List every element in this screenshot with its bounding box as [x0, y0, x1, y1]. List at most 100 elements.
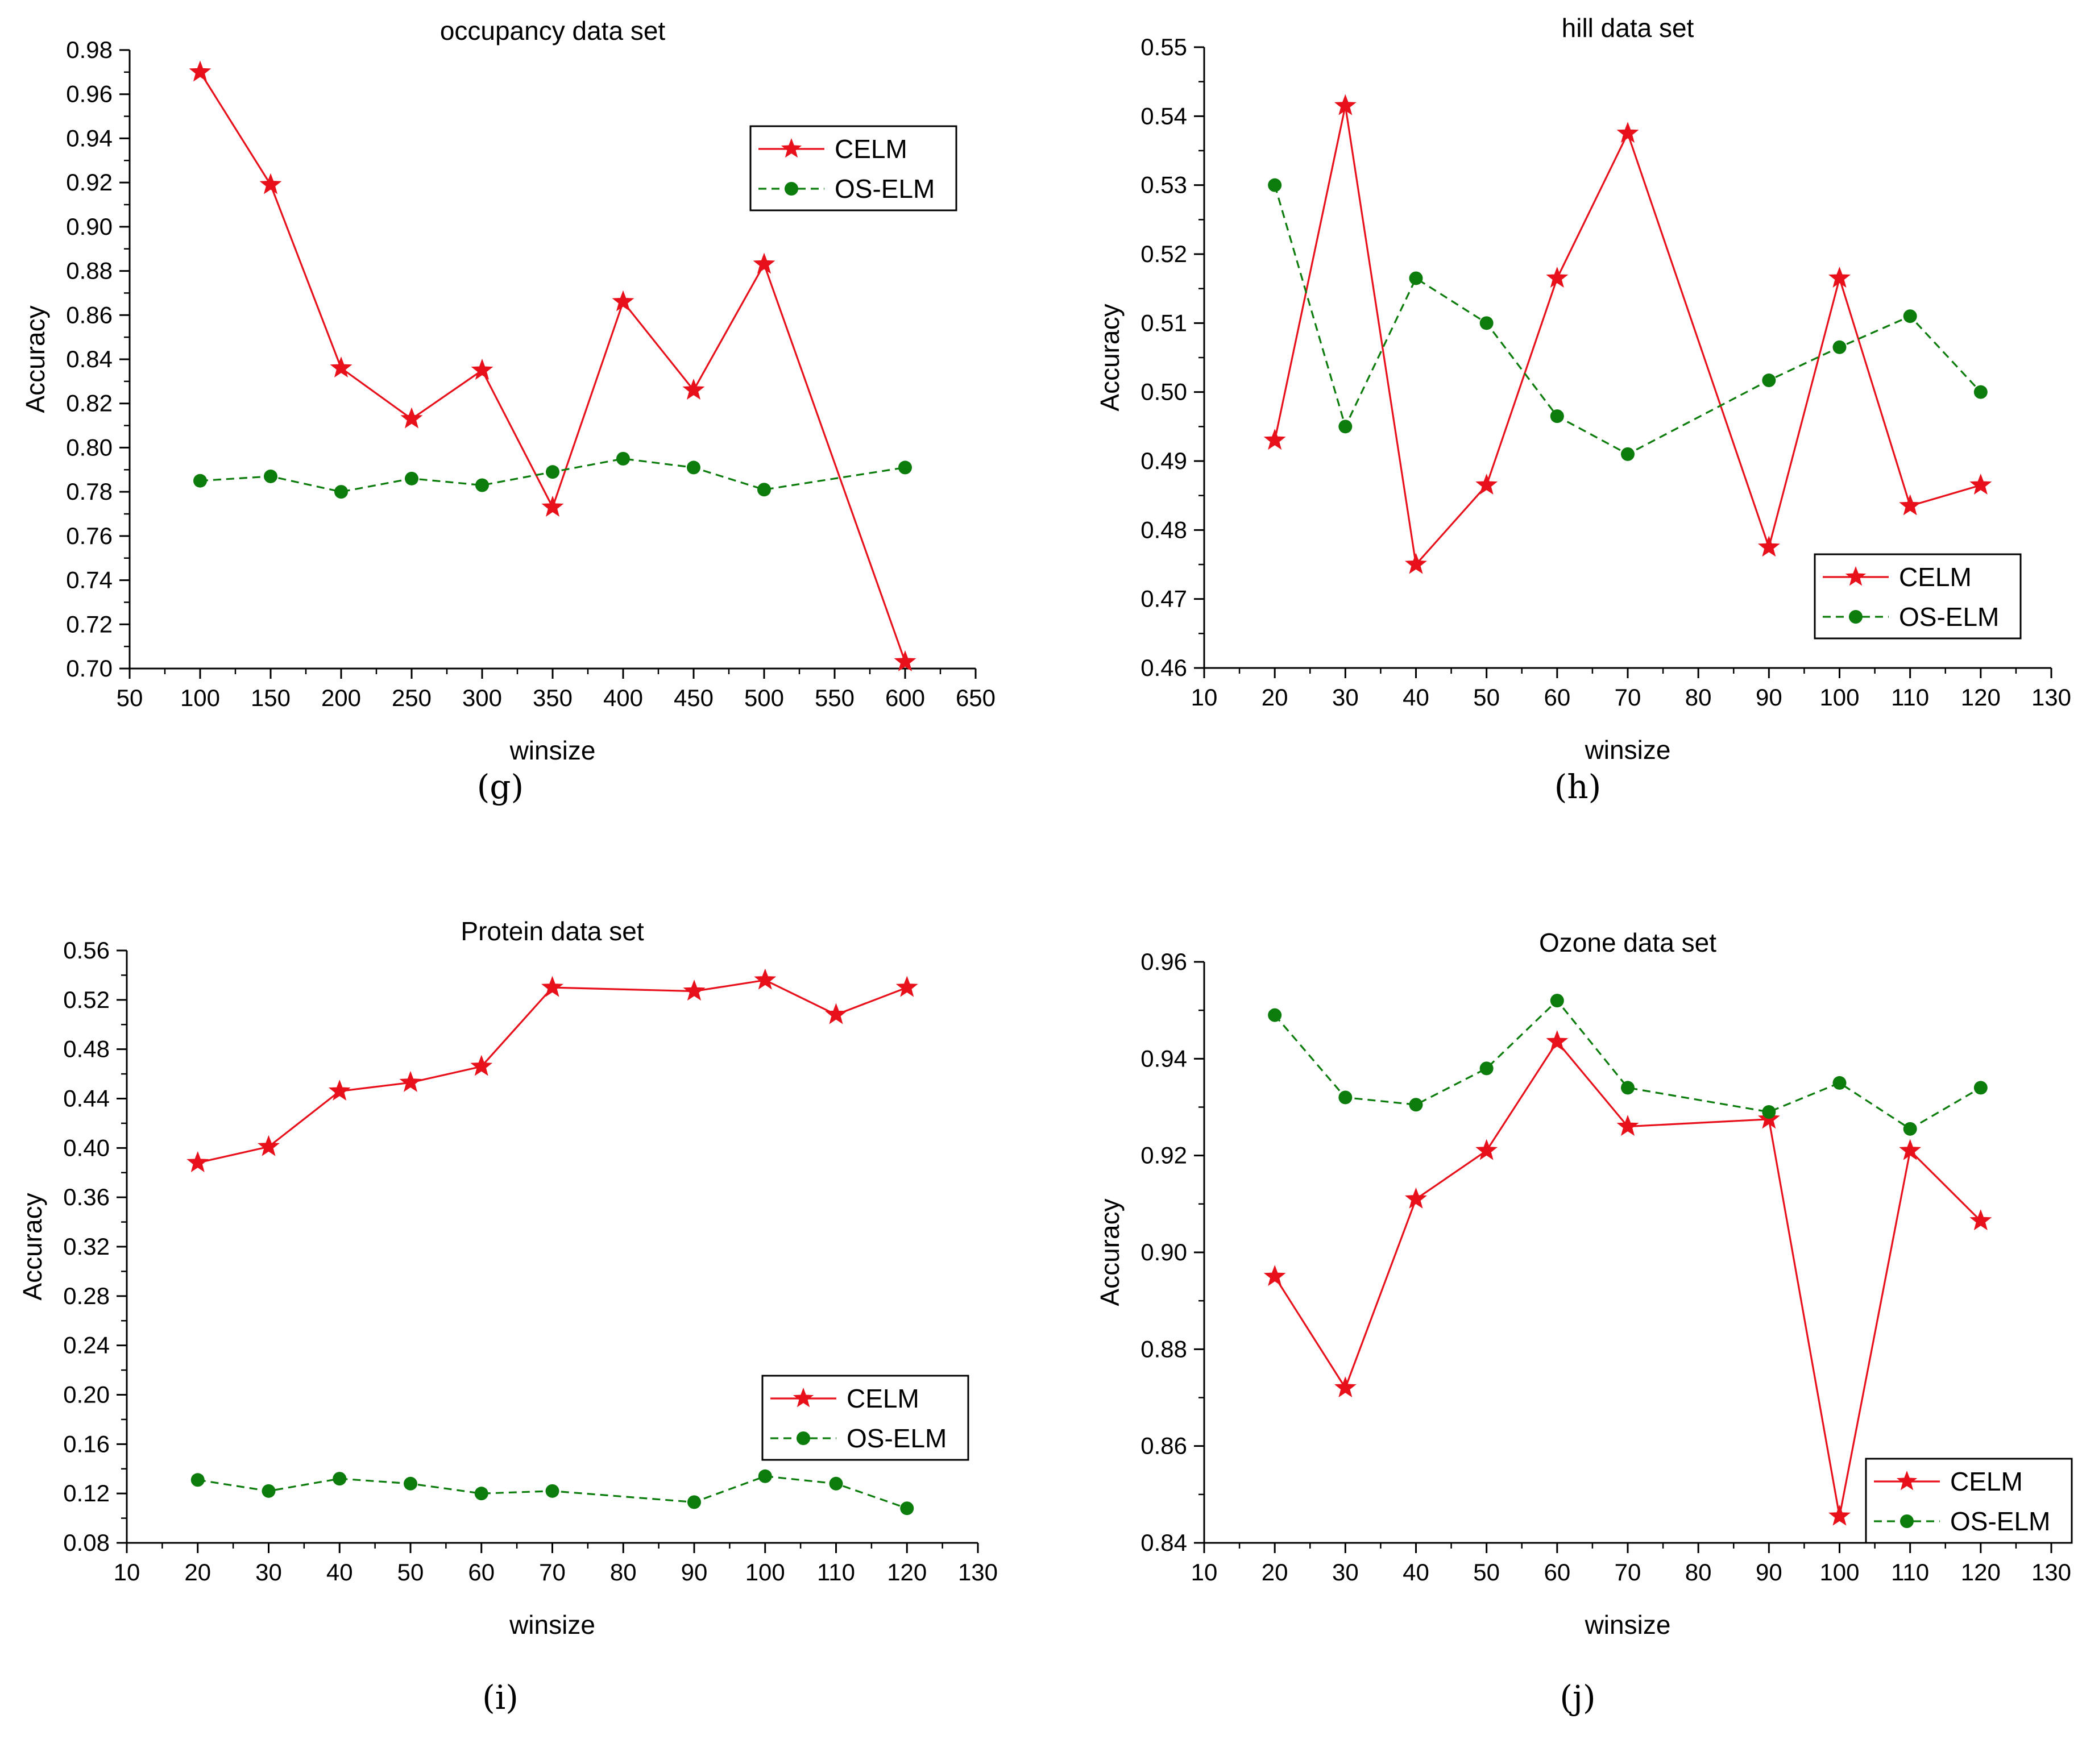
- celm-data-point: [754, 968, 777, 990]
- celm-data-point: [1334, 1376, 1357, 1397]
- legend-star-icon: [793, 1388, 814, 1408]
- y-tick-label: 0.40: [63, 1134, 110, 1161]
- y-tick-label: 0.92: [66, 169, 113, 196]
- x-tick-label: 80: [1685, 684, 1712, 711]
- y-tick-label: 0.53: [1140, 172, 1187, 198]
- oselm-series-line: [1274, 185, 1981, 455]
- legend-circle-icon: [797, 1431, 810, 1445]
- y-tick-label: 0.78: [66, 478, 113, 505]
- oselm-data-point: [1338, 420, 1353, 434]
- y-tick-label: 0.56: [63, 937, 110, 964]
- x-tick-label: 400: [603, 684, 643, 711]
- y-tick-label: 0.20: [63, 1381, 110, 1408]
- celm-data-point: [541, 976, 563, 997]
- x-tick-label: 50: [397, 1559, 424, 1585]
- y-tick-label: 0.84: [66, 346, 113, 372]
- x-tick-label: 350: [533, 684, 573, 711]
- x-tick-label: 120: [1961, 1559, 2001, 1585]
- legend-circle-icon: [785, 182, 798, 196]
- x-tick-label: 110: [817, 1559, 855, 1585]
- y-tick-label: 0.32: [63, 1233, 110, 1260]
- y-tick-label: 0.46: [1140, 654, 1187, 681]
- oselm-data-point: [757, 483, 771, 497]
- x-tick-label: 20: [1262, 1559, 1288, 1585]
- oselm-data-point: [1762, 1105, 1776, 1119]
- oselm-data-point: [1621, 1081, 1635, 1095]
- x-tick-label: 100: [1819, 684, 1859, 711]
- y-tick-label: 0.96: [66, 81, 113, 107]
- celm-data-point: [1828, 1504, 1851, 1526]
- oselm-data-point: [1762, 373, 1776, 388]
- y-tick-label: 0.90: [1140, 1239, 1187, 1265]
- x-tick-label: 100: [745, 1559, 785, 1585]
- panel-caption-j: (j): [1560, 1678, 1596, 1717]
- x-tick-label: 250: [392, 684, 432, 711]
- y-tick-label: 0.92: [1140, 1142, 1187, 1169]
- oselm-data-point: [1903, 1122, 1917, 1136]
- x-tick-label: 50: [1473, 1559, 1500, 1585]
- y-tick-label: 0.52: [1140, 240, 1187, 267]
- x-tick-label: 90: [681, 1559, 708, 1585]
- chart-title: hill data set: [1562, 13, 1694, 43]
- oselm-data-point: [334, 485, 348, 499]
- x-tick-label: 80: [1685, 1559, 1712, 1585]
- x-tick-label: 130: [2031, 684, 2071, 711]
- chart-title: Protein data set: [461, 916, 644, 946]
- legend-star-icon: [1896, 1471, 1918, 1491]
- oselm-data-point: [1268, 178, 1282, 192]
- y-tick-label: 0.76: [66, 522, 113, 549]
- celm-data-point: [1546, 267, 1569, 288]
- oselm-data-point: [1409, 271, 1423, 285]
- celm-data-point: [400, 407, 423, 429]
- oselm-data-point: [1409, 1098, 1423, 1112]
- y-tick-label: 0.84: [1140, 1529, 1187, 1556]
- x-tick-label: 120: [887, 1559, 927, 1585]
- celm-data-point: [1899, 494, 1922, 516]
- legend-label: OS-ELM: [1950, 1506, 2050, 1536]
- chart-hill: 10 20 30 40 50 60 70 80 90 100 110 120 130 0.46 0.47 0.…: [1095, 13, 2071, 765]
- legend-label: OS-ELM: [847, 1423, 947, 1453]
- y-tick-label: 0.08: [63, 1529, 110, 1556]
- oselm-series-line: [1274, 999, 1981, 1130]
- legend-box: [761, 1375, 969, 1461]
- oselm-data-point: [758, 1469, 772, 1483]
- celm-data-point: [1475, 474, 1498, 495]
- celm-data-point: [1899, 1139, 1922, 1160]
- celm-series-line: [1274, 105, 1981, 567]
- x-tick-label: 10: [1191, 1559, 1218, 1585]
- oselm-data-point: [616, 451, 630, 466]
- x-tick-label: 60: [1544, 1559, 1570, 1585]
- celm-data-point: [1475, 1139, 1498, 1160]
- oselm-data-point: [898, 460, 912, 475]
- panel-caption-h: (h): [1554, 767, 1602, 806]
- y-tick-label: 0.55: [1140, 34, 1187, 60]
- celm-data-point: [471, 358, 493, 380]
- x-tick-label: 600: [885, 684, 925, 711]
- x-axis-label: winsize: [509, 1610, 595, 1640]
- celm-data-point: [259, 173, 282, 194]
- x-tick-label: 60: [1544, 684, 1570, 711]
- y-tick-label: 0.88: [66, 258, 113, 284]
- legend-star-icon: [781, 138, 802, 158]
- y-tick-label: 0.94: [1140, 1045, 1187, 1072]
- celm-data-point: [258, 1135, 280, 1156]
- legend-label: CELM: [1950, 1467, 2023, 1496]
- celm-data-point: [1405, 1187, 1427, 1209]
- celm-data-point: [682, 378, 705, 400]
- oselm-data-point: [1479, 1061, 1494, 1076]
- x-tick-label: 650: [956, 684, 996, 711]
- x-tick-label: 20: [1262, 684, 1288, 711]
- y-tick-label: 0.50: [1140, 379, 1187, 405]
- celm-data-point: [825, 1003, 847, 1024]
- x-tick-label: 100: [180, 684, 220, 711]
- legend-star-icon: [1845, 566, 1867, 586]
- oselm-data-point: [1268, 1008, 1282, 1022]
- y-tick-label: 0.88: [1140, 1335, 1187, 1362]
- celm-data-point: [683, 979, 706, 1001]
- oselm-data-point: [262, 1484, 276, 1498]
- y-tick-label: 0.74: [66, 567, 113, 593]
- y-tick-label: 0.44: [63, 1085, 110, 1112]
- x-tick-label: 80: [610, 1559, 637, 1585]
- celm-data-point: [1334, 94, 1357, 115]
- oselm-data-point: [900, 1501, 914, 1516]
